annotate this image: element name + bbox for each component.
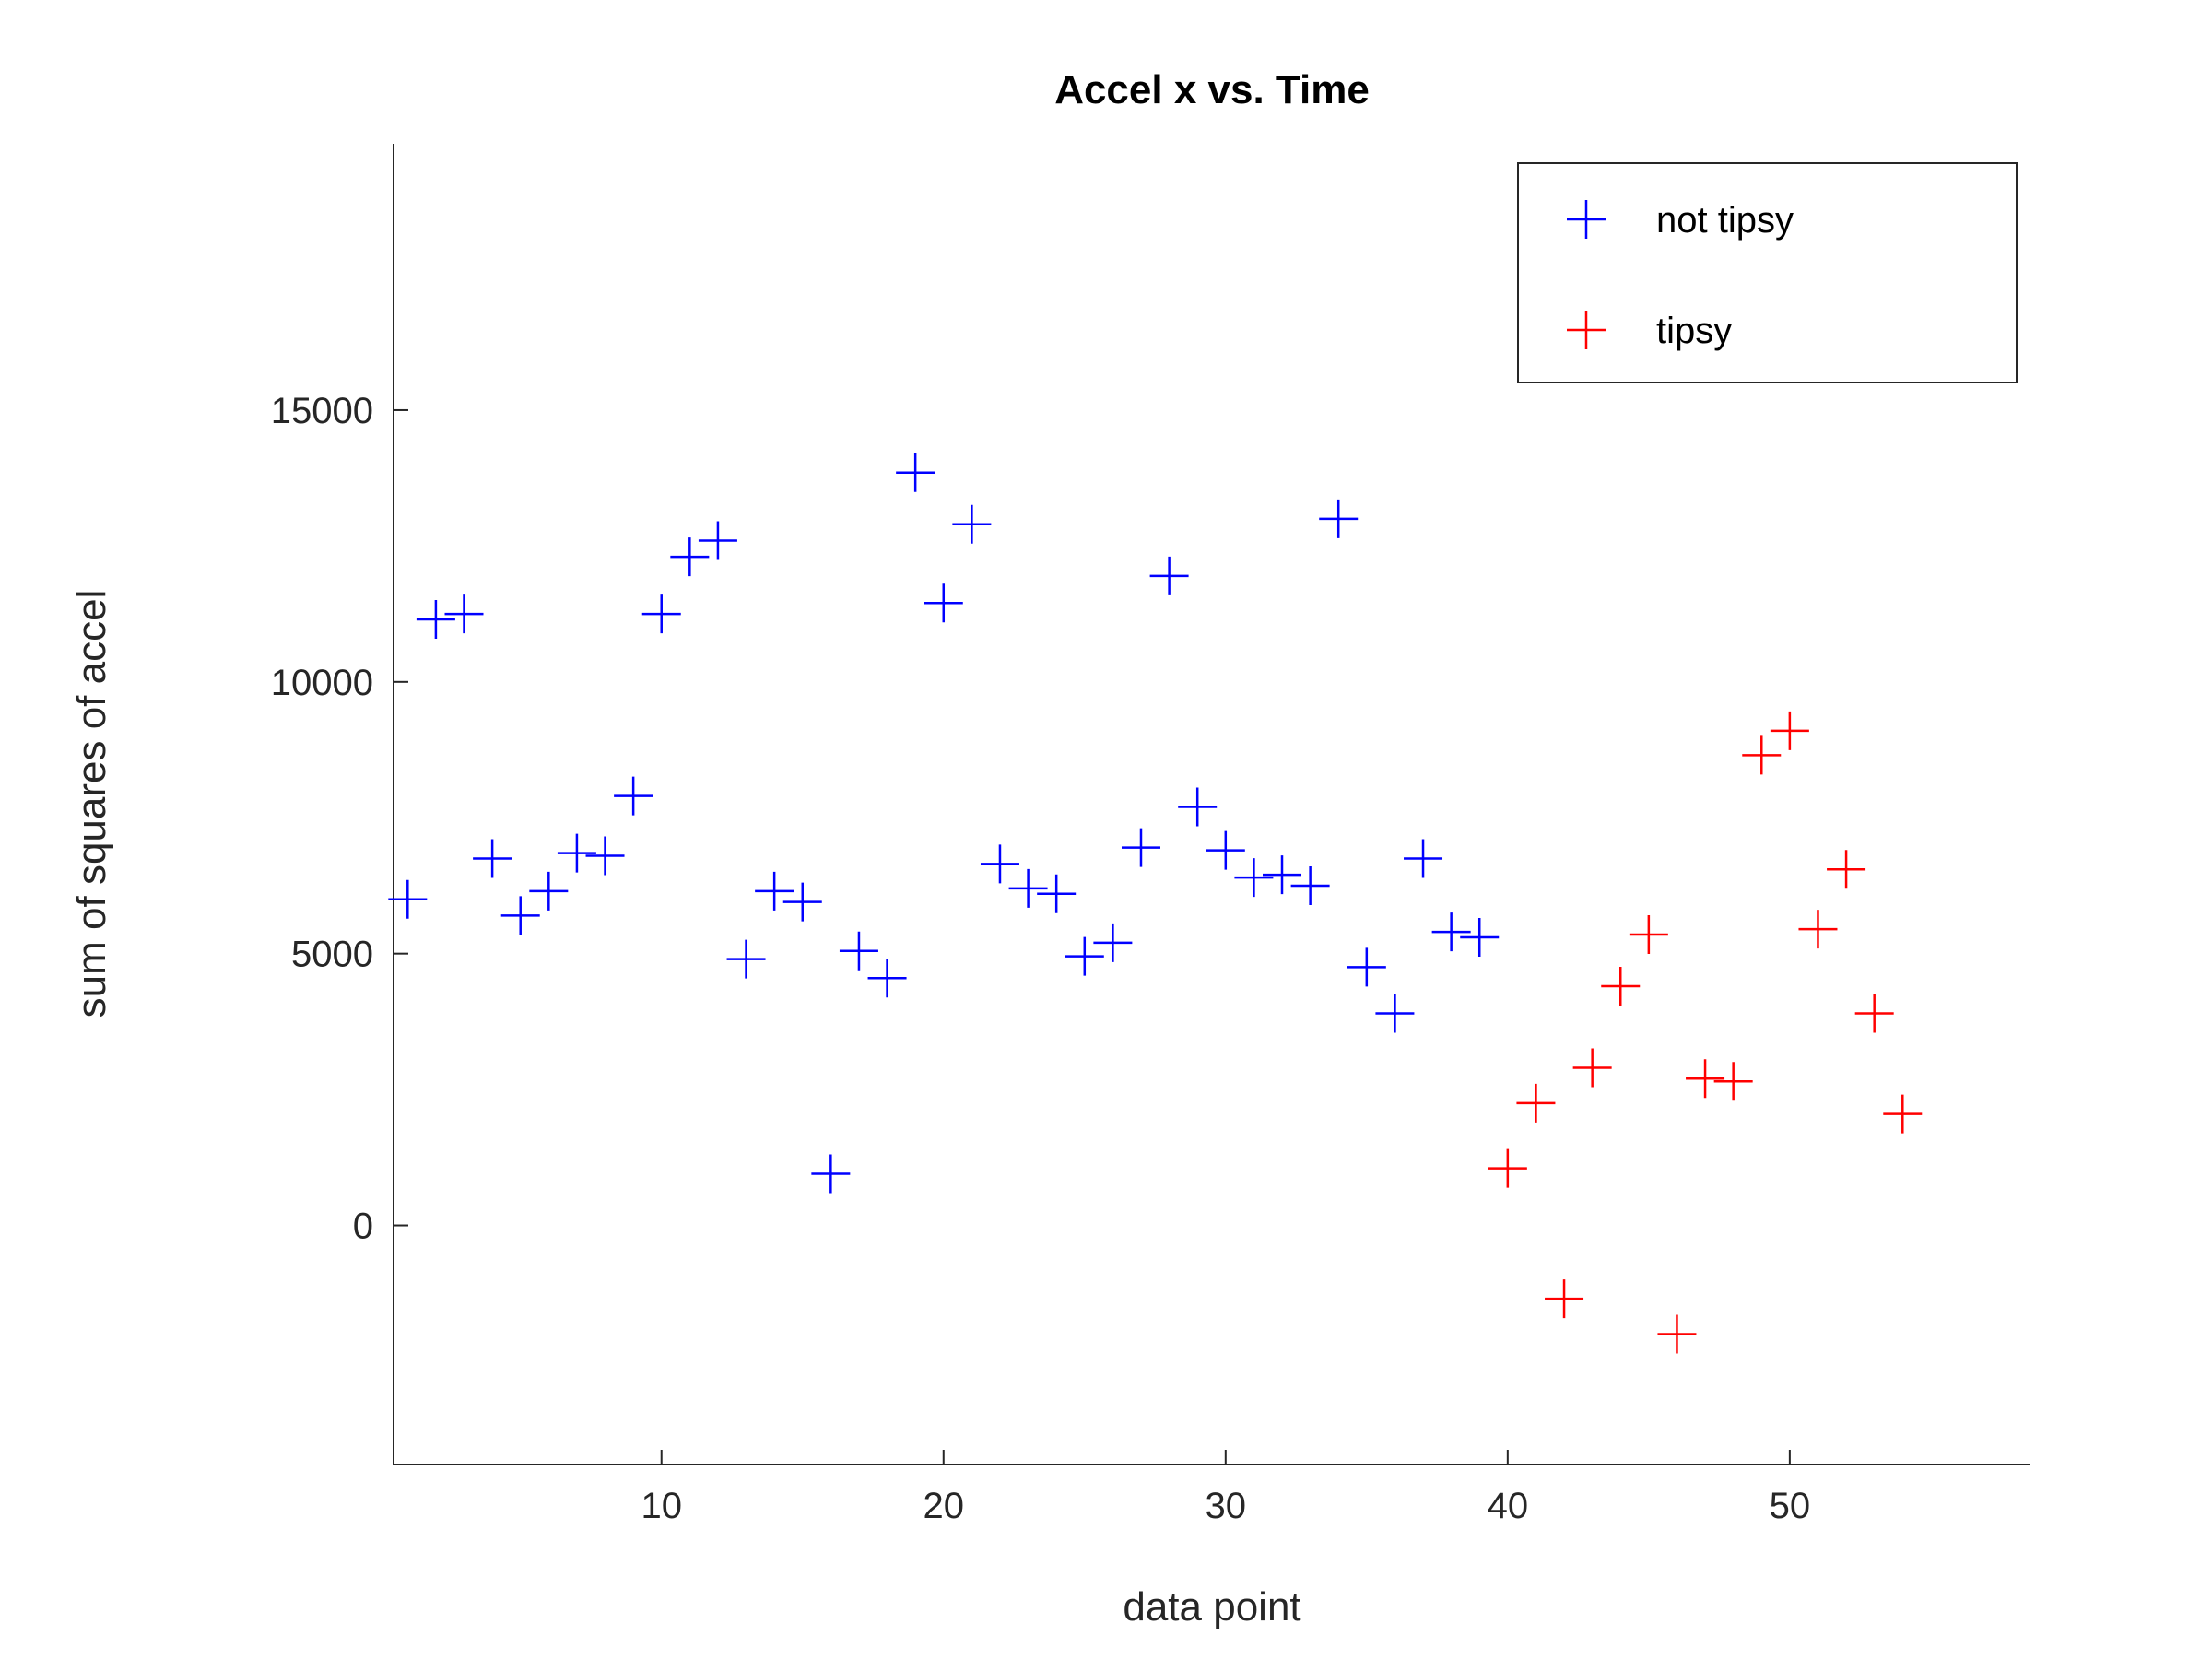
x-tick-label: 30 (1206, 1486, 1247, 1526)
data-points (388, 453, 1923, 1354)
data-point-marker (1601, 967, 1641, 1006)
data-point-marker (388, 879, 428, 919)
data-point-marker (1883, 1094, 1923, 1134)
data-point-marker (1375, 994, 1415, 1033)
data-point-marker (1347, 947, 1386, 987)
data-point-marker (1657, 1314, 1697, 1354)
data-point-marker (444, 594, 484, 634)
legend-entry-label: tipsy (1656, 311, 1732, 351)
data-point-marker (1545, 1279, 1584, 1319)
data-point-marker (1121, 828, 1160, 867)
legend-entry-label: not tipsy (1656, 200, 1794, 241)
data-point-marker (1854, 994, 1894, 1033)
y-tick-label: 5000 (291, 935, 373, 975)
data-point-marker (1827, 850, 1866, 889)
data-point-marker (782, 882, 822, 922)
data-point-marker (1263, 855, 1302, 895)
data-point-marker (811, 1154, 851, 1194)
data-point-marker (1798, 910, 1838, 949)
data-point-marker (1713, 1062, 1753, 1101)
axes (393, 144, 2030, 1465)
chart-title: Accel x vs. Time (1054, 67, 1370, 112)
data-point-marker (1404, 839, 1443, 878)
data-point-marker (1460, 917, 1500, 957)
x-tick-label: 10 (641, 1486, 682, 1526)
data-point-marker (1149, 556, 1189, 595)
data-point-marker (416, 599, 455, 639)
y-tick-label: 0 (353, 1206, 373, 1247)
x-tick-label: 40 (1488, 1486, 1529, 1526)
series-1 (1488, 711, 1923, 1354)
data-point-marker (1037, 874, 1077, 913)
legend-marker (1567, 311, 1606, 349)
data-point-marker (924, 583, 963, 623)
data-point-marker (641, 594, 681, 634)
data-point-marker (867, 959, 907, 998)
data-point-marker (1629, 915, 1668, 955)
data-point-marker (1488, 1148, 1527, 1188)
data-point-marker (1319, 499, 1359, 538)
data-point-marker (1290, 865, 1330, 905)
data-point-marker (670, 537, 710, 577)
data-point-marker (896, 453, 935, 492)
y-tick-label: 15000 (271, 391, 373, 431)
data-point-marker (500, 896, 540, 935)
data-point-marker (1686, 1059, 1725, 1099)
y-tick-label: 10000 (271, 663, 373, 703)
y-axis-label: sum of squares of accel (69, 590, 114, 1018)
data-point-marker (529, 871, 569, 911)
data-point-marker (726, 939, 766, 979)
data-point-marker (1742, 735, 1782, 775)
data-point-marker (1234, 858, 1274, 898)
data-point-marker (698, 521, 737, 560)
x-tick-label: 50 (1770, 1486, 1811, 1526)
legend-marker (1567, 200, 1606, 239)
series-0 (388, 453, 1500, 1194)
data-point-marker (952, 504, 992, 544)
data-point-marker (557, 833, 596, 873)
ticks: 10 20 30 40 50 0 5000 10000 15000 (271, 391, 1810, 1526)
data-point-marker (1093, 923, 1133, 962)
x-tick-label: 20 (924, 1486, 965, 1526)
x-axis-label: data point (1123, 1584, 1300, 1630)
data-point-marker (1431, 912, 1471, 952)
data-point-marker (1206, 830, 1245, 870)
data-point-marker (1516, 1083, 1556, 1123)
data-point-marker (1770, 711, 1809, 750)
legend: not tipsy tipsy (1517, 162, 2018, 383)
data-point-marker (1178, 787, 1218, 827)
data-point-marker (1065, 936, 1104, 976)
data-point-marker (980, 844, 1019, 884)
data-point-marker (1008, 868, 1048, 908)
data-point-marker (614, 776, 653, 816)
data-point-marker (839, 931, 878, 971)
data-point-marker (755, 871, 794, 911)
data-point-marker (473, 839, 512, 878)
data-point-marker (1572, 1048, 1612, 1088)
legend-box (1517, 162, 2018, 383)
data-point-marker (585, 836, 625, 876)
